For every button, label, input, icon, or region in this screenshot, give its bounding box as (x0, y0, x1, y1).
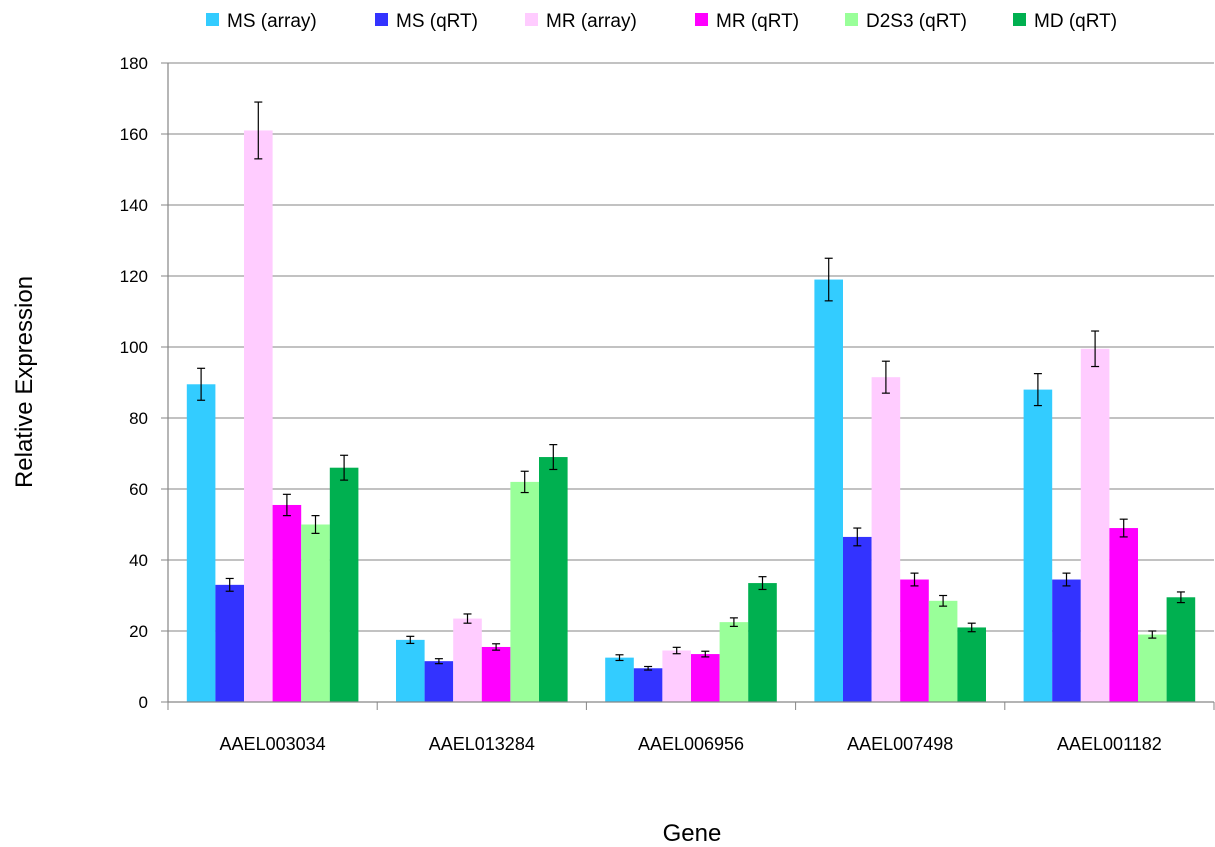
bar (1023, 389, 1053, 702)
y-tick-label: 60 (129, 480, 148, 499)
bar (424, 661, 454, 702)
bar (510, 481, 539, 702)
bar (272, 504, 302, 702)
legend-swatch (1013, 13, 1026, 26)
bar (900, 579, 929, 702)
y-tick-label: 40 (129, 551, 148, 570)
legend-label: D2S3 (qRT) (866, 11, 967, 32)
bar (605, 657, 634, 702)
x-tick-labels: AAEL003034 AAEL013284 AAEL006956 AAEL007498… (220, 734, 1162, 754)
legend-label: MR (qRT) (716, 11, 799, 32)
y-tick-label: 80 (129, 409, 148, 428)
bar (843, 536, 872, 702)
bar (481, 646, 511, 702)
bar (1138, 634, 1167, 702)
y-tick-label: 100 (120, 338, 148, 357)
bar (396, 639, 425, 702)
x-tick-label: AAEL001182 (1057, 734, 1162, 754)
x-tick-label: AAEL003034 (220, 734, 326, 754)
axes (167, 63, 1215, 710)
bar (453, 618, 482, 702)
bar (691, 654, 720, 702)
legend-swatch (375, 13, 388, 26)
legend-label: MS (array) (227, 11, 317, 32)
y-tick-labels: 0 20 40 60 80 100 120 140 160 180 (120, 54, 148, 712)
y-axis-title: Relative Expression (11, 276, 38, 488)
bar (244, 130, 273, 702)
bar (1080, 348, 1110, 702)
bar (539, 457, 568, 702)
x-tick-label: AAEL007498 (847, 734, 953, 754)
bar (633, 668, 663, 702)
bar (329, 467, 359, 702)
bar (957, 627, 986, 702)
y-tick-label: 20 (129, 622, 148, 641)
legend-swatch (845, 13, 858, 26)
bar (186, 384, 216, 702)
bar (1109, 528, 1138, 702)
y-tick-label: 0 (139, 693, 148, 712)
y-tick-label: 180 (120, 54, 148, 73)
error-bars (197, 101, 1185, 671)
legend: MS (array) MS (qRT) MR (array) MR (qRT) D2S3… (206, 11, 1117, 32)
y-tick-label: 160 (120, 125, 148, 144)
bar (1052, 579, 1081, 702)
legend-label: MS (qRT) (396, 11, 478, 32)
legend-label: MR (array) (546, 11, 637, 32)
y-tick-label: 140 (120, 196, 148, 215)
legend-swatch (525, 13, 538, 26)
legend-swatch (695, 13, 708, 26)
bar (719, 622, 749, 702)
bar (748, 583, 777, 702)
bar (301, 524, 330, 702)
x-tick-label: AAEL006956 (638, 734, 744, 754)
x-tick-label: AAEL013284 (429, 734, 535, 754)
bar (1166, 597, 1196, 702)
bars (186, 130, 1196, 702)
bar (871, 377, 901, 702)
bar (215, 584, 244, 702)
legend-swatch (206, 13, 219, 26)
y-tick-label: 120 (120, 267, 148, 286)
bar (814, 279, 843, 702)
bar (928, 600, 958, 702)
legend-label: MD (qRT) (1034, 11, 1117, 32)
bar (662, 650, 691, 702)
x-axis-title: Gene (663, 820, 722, 847)
